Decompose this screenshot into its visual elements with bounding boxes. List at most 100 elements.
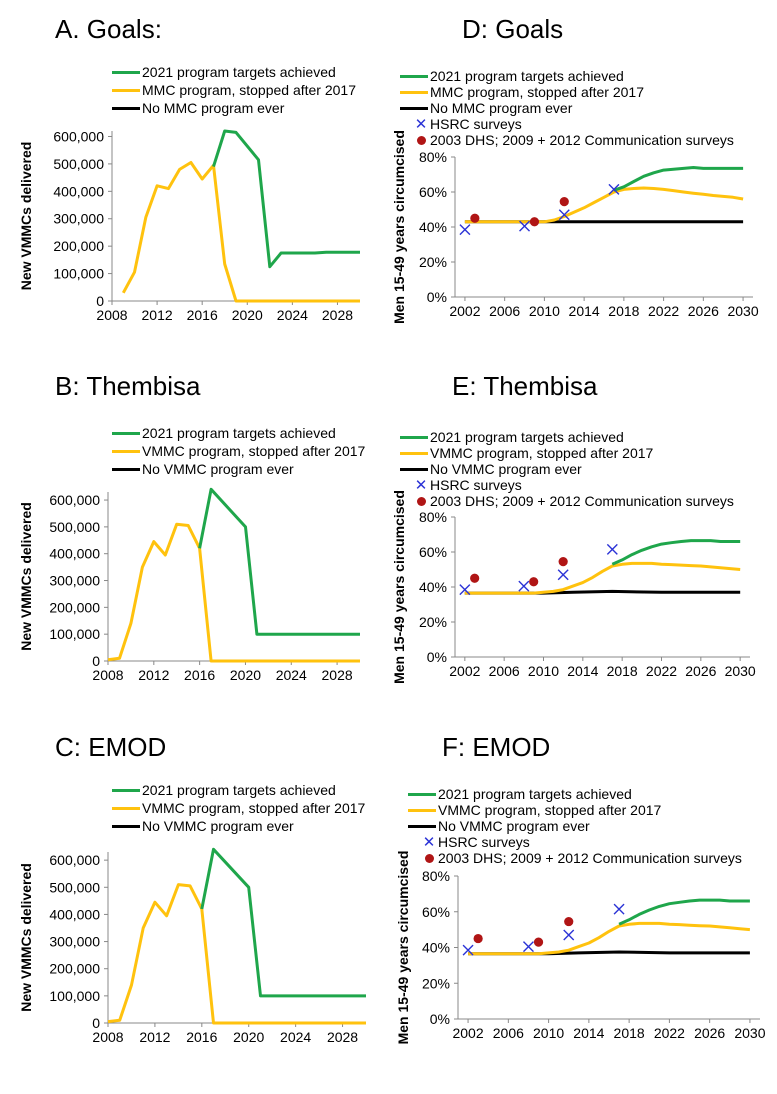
y-tick-label: 20% bbox=[422, 975, 450, 991]
x-tick-label: 2002 bbox=[449, 303, 480, 319]
y-tick-label: 20% bbox=[419, 254, 447, 270]
x-tick-label: 2008 bbox=[92, 1029, 123, 1045]
y-axis-label: Men 15-49 years circumcised bbox=[395, 851, 411, 1045]
y-tick-label: 60% bbox=[419, 184, 447, 200]
x-tick-label: 2024 bbox=[276, 667, 307, 683]
x-tick-label: 2016 bbox=[184, 667, 215, 683]
y-tick-label: 600,000 bbox=[53, 128, 104, 144]
y-tick-label: 0% bbox=[430, 1011, 450, 1027]
y-tick-label: 0% bbox=[427, 649, 447, 665]
series-line-green bbox=[613, 166, 744, 192]
y-axis-label: New VMMCs delivered bbox=[18, 142, 34, 291]
legend-line-green bbox=[408, 793, 436, 796]
y-tick-label: 500,000 bbox=[49, 879, 100, 895]
x-tick-label: 2010 bbox=[528, 663, 559, 679]
legend-label: HSRC surveys bbox=[430, 477, 522, 493]
x-tick-label: 2012 bbox=[139, 1029, 170, 1045]
legend-label: No VMMC program ever bbox=[430, 461, 582, 477]
legend-label: No MMC program ever bbox=[430, 100, 573, 116]
y-tick-label: 200,000 bbox=[53, 238, 104, 254]
y-tick-label: 40% bbox=[422, 940, 450, 956]
y-tick-label: 300,000 bbox=[53, 211, 104, 227]
legend-label: HSRC surveys bbox=[438, 834, 530, 850]
legend-label: 2003 DHS; 2009 + 2012 Communication surv… bbox=[430, 132, 734, 148]
panel-c-chart: 0 100,000 200,000 300,000 400,000 500,000 600,… bbox=[18, 847, 366, 1045]
x-tick-label: 2026 bbox=[685, 663, 716, 679]
legend-line-black bbox=[112, 107, 140, 110]
x-marker-icon bbox=[519, 220, 531, 232]
y-axis-label: New VMMCs delivered bbox=[18, 502, 34, 651]
legend-label: 2003 DHS; 2009 + 2012 Communication surv… bbox=[438, 850, 742, 866]
legend-line-green bbox=[400, 75, 428, 78]
hsrc-survey-point bbox=[518, 580, 530, 592]
x-marker-icon bbox=[613, 903, 625, 915]
legend-label: 2021 program targets achieved bbox=[142, 64, 336, 80]
x-marker-icon bbox=[608, 183, 620, 195]
y-tick-label: 80% bbox=[419, 509, 447, 525]
panel-f-chart: 0% 20% 40% 60% 80% 2002 2006 2010 2014 2018 2022 20… bbox=[395, 851, 766, 1045]
x-marker-icon bbox=[459, 224, 471, 236]
dhs-survey-point bbox=[564, 916, 574, 927]
y-axis-label: New VMMCs delivered bbox=[18, 863, 34, 1012]
x-tick-label: 2002 bbox=[452, 1025, 483, 1041]
x-tick-label: 2010 bbox=[533, 1025, 564, 1041]
legend-label: 2003 DHS; 2009 + 2012 Communication surv… bbox=[430, 493, 734, 509]
y-tick-label: 200,000 bbox=[49, 961, 100, 977]
panel-a-chart: 0 100,000 200,000 300,000 400,000 500,000 600,… bbox=[18, 128, 360, 323]
y-tick-label: 100,000 bbox=[49, 988, 100, 1004]
hsrc-survey-point bbox=[557, 569, 569, 581]
panel-b-chart: 0 100,000 200,000 300,000 400,000 500,000 600,… bbox=[18, 487, 360, 683]
y-tick-label: 0 bbox=[92, 1015, 100, 1031]
legend-label: 2021 program targets achieved bbox=[142, 782, 336, 798]
x-tick-label: 2012 bbox=[138, 667, 169, 683]
legend-line-black bbox=[112, 825, 140, 828]
legend-line-yellow bbox=[112, 89, 140, 92]
y-tick-label: 0 bbox=[96, 293, 104, 309]
x-tick-label: 2024 bbox=[277, 307, 308, 323]
legend-label: HSRC surveys bbox=[430, 116, 522, 132]
series-line-yellow bbox=[464, 561, 741, 595]
y-tick-label: 80% bbox=[422, 868, 450, 884]
legend-line-yellow bbox=[408, 809, 436, 812]
x-tick-label: 2026 bbox=[688, 303, 719, 319]
dhs-survey-point bbox=[558, 557, 568, 567]
legend-line-black bbox=[400, 107, 428, 110]
hsrc-survey-point bbox=[519, 220, 531, 232]
legend-line-black bbox=[112, 468, 140, 471]
y-tick-label: 400,000 bbox=[53, 183, 104, 199]
panel-e-chart: 0% 20% 40% 60% 80% 2002 2006 2010 2014 2018 2022 20… bbox=[391, 490, 756, 684]
x-marker-icon bbox=[557, 569, 569, 581]
x-tick-label: 2018 bbox=[608, 303, 639, 319]
legend-line-yellow bbox=[112, 807, 140, 810]
dhs-survey-point bbox=[473, 933, 483, 944]
x-tick-label: 2014 bbox=[569, 303, 600, 319]
legend-label: No VMMC program ever bbox=[142, 461, 294, 477]
x-tick-label: 2018 bbox=[607, 663, 638, 679]
legend-line-yellow bbox=[400, 452, 428, 455]
series-line-green bbox=[200, 847, 366, 998]
legend-line-black bbox=[408, 825, 436, 828]
hsrc-survey-point bbox=[606, 543, 618, 555]
x-tick-label: 2022 bbox=[646, 663, 677, 679]
legend-label: No VMMC program ever bbox=[438, 818, 590, 834]
x-tick-label: 2010 bbox=[529, 303, 560, 319]
x-marker-icon bbox=[459, 584, 471, 596]
y-tick-label: 80% bbox=[419, 149, 447, 165]
dot-marker-icon bbox=[417, 497, 426, 506]
panel-d-chart: 0% 20% 40% 60% 80% 2002 2006 2010 2014 2018 2022 20… bbox=[391, 130, 759, 324]
y-tick-label: 0 bbox=[92, 653, 100, 669]
x-marker-icon bbox=[518, 580, 530, 592]
y-tick-label: 500,000 bbox=[49, 519, 100, 535]
panel-f-title: F: EMOD bbox=[442, 732, 551, 762]
x-tick-label: 2006 bbox=[489, 663, 520, 679]
hsrc-survey-point bbox=[613, 903, 625, 915]
hsrc-survey-point bbox=[522, 941, 534, 953]
dhs-survey-point bbox=[529, 217, 540, 227]
series-line-green bbox=[611, 539, 741, 566]
x-marker-icon bbox=[558, 209, 570, 221]
x-marker-icon bbox=[606, 543, 618, 555]
x-tick-label: 2022 bbox=[648, 303, 679, 319]
y-tick-label: 300,000 bbox=[49, 934, 100, 950]
dhs-survey-point bbox=[529, 577, 539, 587]
y-tick-label: 600,000 bbox=[49, 492, 100, 508]
